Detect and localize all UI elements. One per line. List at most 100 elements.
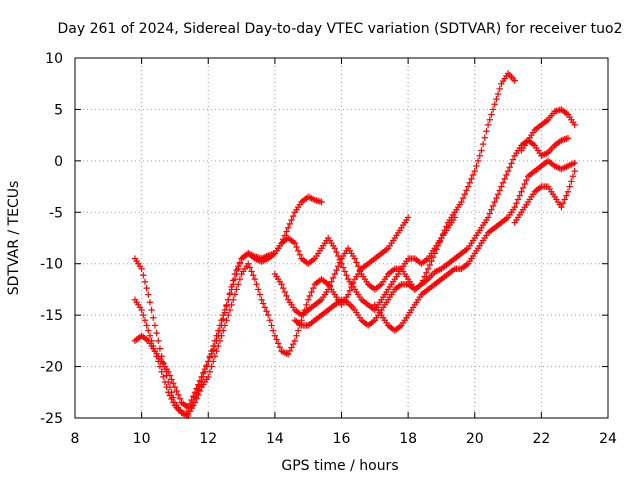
- data-point: [464, 183, 472, 190]
- data-point: [236, 275, 244, 283]
- data-point: [193, 385, 200, 392]
- data-point: [196, 377, 204, 384]
- data-point: [225, 296, 232, 303]
- data-point: [488, 111, 495, 118]
- data-point: [171, 383, 179, 391]
- data-point: [235, 263, 242, 270]
- data-point: [263, 308, 270, 315]
- data-point: [424, 265, 432, 273]
- data-point: [166, 392, 174, 399]
- data-point: [331, 270, 339, 278]
- data-point: [191, 389, 199, 396]
- data-point: [434, 242, 442, 249]
- data-point: [205, 373, 212, 381]
- data-point: [471, 167, 478, 175]
- data-point: [436, 238, 443, 246]
- data-points: [131, 70, 578, 420]
- data-point: [258, 296, 265, 303]
- data-point: [346, 287, 354, 294]
- data-point: [493, 95, 500, 103]
- data-point: [293, 243, 300, 251]
- data-point: [221, 309, 229, 316]
- data-point: [404, 214, 412, 221]
- axis-ticks: 8 10 12 14 16 18 20 22 24 -25 -20 -15 -10 -5 0 5 10: [40, 51, 617, 447]
- data-point: [473, 162, 480, 170]
- data-point: [493, 194, 500, 202]
- data-point: [203, 362, 210, 369]
- data-point: [483, 128, 490, 135]
- x-tick-label: 22: [532, 431, 550, 447]
- data-point: [140, 272, 147, 279]
- data-point: [503, 171, 510, 179]
- data-point: [176, 395, 184, 402]
- data-point: [206, 368, 214, 375]
- data-point: [569, 173, 577, 180]
- data-point: [318, 198, 325, 206]
- data-point: [145, 327, 152, 334]
- data-point: [429, 254, 437, 261]
- data-point: [288, 216, 295, 224]
- data-point: [499, 179, 507, 186]
- data-point: [190, 392, 197, 400]
- data-point: [571, 167, 578, 175]
- data-point: [488, 206, 495, 213]
- data-point: [211, 353, 219, 360]
- data-point: [146, 299, 154, 306]
- data-point: [266, 317, 274, 324]
- data-point: [461, 191, 468, 198]
- data-point: [478, 147, 485, 154]
- data-point: [343, 272, 350, 279]
- data-point: [491, 101, 498, 108]
- data-point: [563, 192, 570, 199]
- data-point: [423, 269, 430, 276]
- x-tick-label: 14: [266, 431, 284, 447]
- data-point: [341, 268, 349, 275]
- data-point: [426, 261, 433, 269]
- data-point: [329, 274, 337, 282]
- data-point: [568, 178, 575, 185]
- data-point: [198, 373, 205, 381]
- data-point: [278, 281, 285, 288]
- data-point: [431, 250, 438, 257]
- data-point: [250, 272, 257, 279]
- data-point: [215, 332, 222, 339]
- series-track-7: [511, 167, 578, 226]
- data-point: [185, 404, 192, 411]
- data-point: [496, 85, 503, 93]
- data-point: [558, 203, 565, 211]
- data-point: [196, 387, 204, 395]
- data-point: [231, 270, 239, 278]
- data-point: [439, 230, 447, 238]
- series-track-5: [291, 135, 572, 329]
- x-tick-label: 20: [466, 431, 484, 447]
- data-point: [468, 175, 475, 183]
- data-point: [218, 322, 225, 329]
- data-point: [253, 281, 260, 288]
- data-point: [523, 176, 530, 184]
- y-tick-label: -20: [40, 360, 63, 376]
- data-point: [268, 322, 275, 329]
- data-point: [504, 167, 512, 175]
- data-point: [208, 350, 215, 357]
- data-point: [231, 291, 239, 298]
- data-point: [280, 284, 287, 292]
- y-tick-label: -25: [40, 411, 63, 427]
- data-point: [175, 391, 182, 399]
- data-point: [571, 159, 578, 167]
- data-point: [288, 344, 295, 351]
- y-tick-label: -15: [40, 308, 63, 324]
- series-track-8: [518, 106, 578, 154]
- data-point: [230, 277, 237, 284]
- data-point: [481, 134, 488, 141]
- data-point: [163, 383, 170, 391]
- data-point: [443, 223, 450, 230]
- data-point: [286, 347, 294, 355]
- x-tick-label: 16: [333, 431, 351, 447]
- data-point: [564, 135, 572, 142]
- data-point: [193, 395, 200, 402]
- data-point: [466, 179, 473, 186]
- data-point: [289, 212, 297, 220]
- data-point: [201, 365, 209, 373]
